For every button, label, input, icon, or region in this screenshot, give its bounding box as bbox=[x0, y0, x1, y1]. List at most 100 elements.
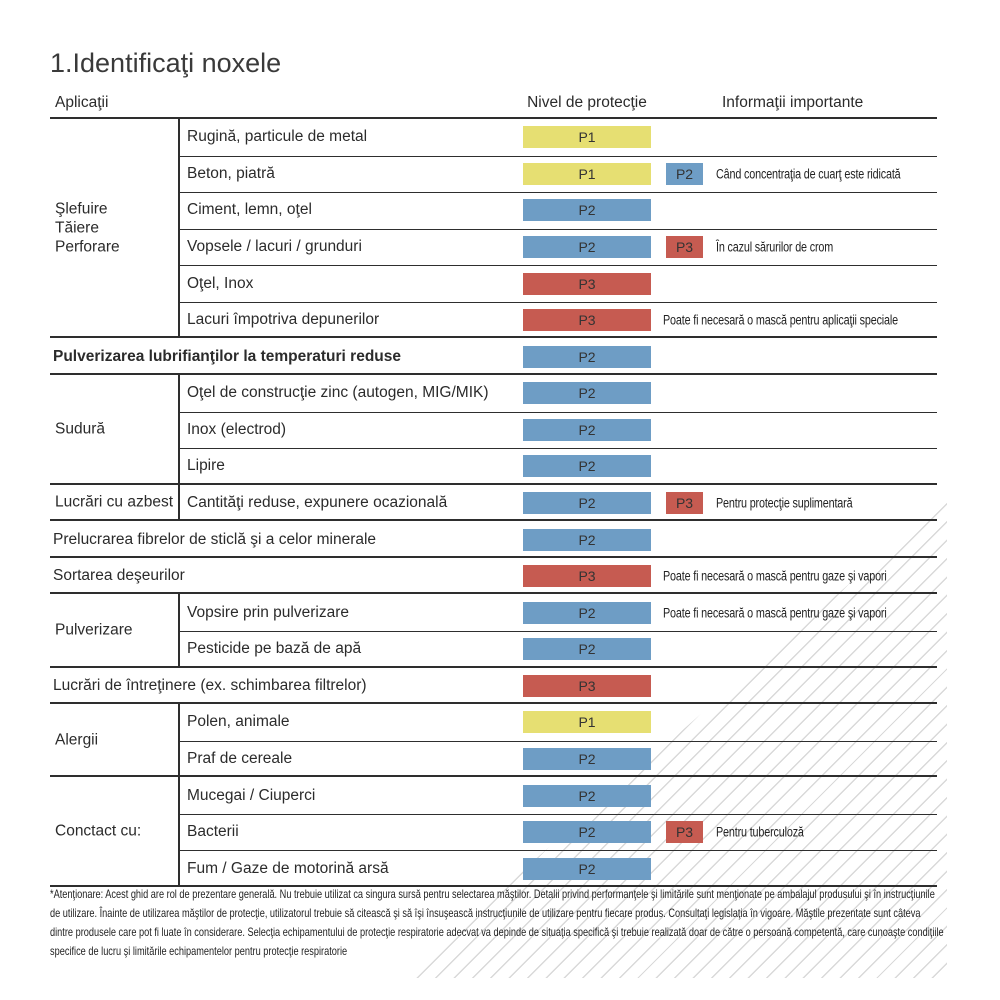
secondary-protection-badge: P2 bbox=[666, 162, 703, 185]
protection-badge: P3 bbox=[523, 272, 651, 295]
row-separator bbox=[178, 265, 937, 267]
row-label: Bacterii bbox=[187, 823, 239, 841]
column-header-applications: Aplicaţii bbox=[55, 94, 109, 111]
row-label: Mucegai / Ciuperci bbox=[187, 786, 316, 804]
row-label: Vopsire prin pulverizare bbox=[187, 603, 349, 621]
footnote-line: dintre produsele care pot fi luate în co… bbox=[50, 925, 1000, 944]
table-row: Ciment, lemn, oţel P2 bbox=[50, 192, 937, 229]
info-text: Poate fi necesară o mască pentru gaze şi… bbox=[663, 569, 943, 584]
group-label: Şlefuire Tăiere Perforare bbox=[55, 200, 120, 256]
protection-badge: P2 bbox=[523, 455, 651, 478]
row-label: Lucrări de întreţinere (ex. schimbarea f… bbox=[53, 676, 367, 694]
row-separator bbox=[178, 740, 937, 742]
footnote-text: dintre produsele care pot fi luate în co… bbox=[50, 925, 944, 939]
footnote-line: *Atenţionare: Acest ghid are rol de prez… bbox=[50, 887, 1000, 906]
row-group: Sudură Oţel de construcţie zinc (autogen,… bbox=[50, 372, 937, 483]
column-divider bbox=[178, 484, 180, 520]
protection-badge: P2 bbox=[523, 747, 651, 770]
protection-badge: P2 bbox=[523, 418, 651, 441]
info-text: Poate fi necesară o mască pentru gaze şi… bbox=[663, 605, 943, 620]
row-separator bbox=[178, 411, 937, 413]
row-label: Cantităţi reduse, expunere ocazională bbox=[187, 493, 448, 511]
group-label: Pulverizare bbox=[55, 621, 133, 639]
protection-badge: P1 bbox=[523, 162, 651, 185]
row-label: Prelucrarea fibrelor de sticlă şi a celo… bbox=[53, 530, 377, 548]
row-label: Rugină, particule de metal bbox=[187, 128, 368, 146]
info-text: Poate fi necesară o mască pentru aplicaţ… bbox=[663, 313, 957, 328]
row-label: Lacuri împotriva depunerilor bbox=[187, 311, 380, 329]
column-divider bbox=[178, 119, 180, 337]
row-separator bbox=[178, 155, 937, 157]
row-label: Inox (electrod) bbox=[187, 420, 287, 438]
protection-badge: P2 bbox=[523, 821, 651, 844]
page-title: 1.Identificaţi noxele bbox=[50, 48, 282, 78]
row-separator bbox=[178, 813, 937, 815]
protection-badge: P2 bbox=[523, 601, 651, 624]
column-divider bbox=[178, 374, 180, 483]
row-separator bbox=[178, 192, 937, 194]
info-text-content: În cazul sărurilor de crom bbox=[716, 239, 834, 255]
table-row: Polen, animale P1 bbox=[50, 704, 937, 741]
table-row: Pulverizarea lubrifianţilor la temperatu… bbox=[50, 338, 937, 375]
group-label: Conctact cu: bbox=[55, 822, 142, 840]
table-row: Cantităţi reduse, expunere ocazională P2 P… bbox=[50, 485, 937, 522]
table-row: Fum / Gaze de motorină arsă P2 bbox=[50, 850, 937, 887]
column-divider bbox=[178, 777, 180, 885]
group-label: Sudură bbox=[55, 420, 105, 438]
secondary-protection-badge: P3 bbox=[666, 491, 703, 514]
row-label: Sortarea deşeurilor bbox=[53, 567, 185, 585]
row-separator bbox=[178, 850, 937, 852]
table-row: Prelucrarea fibrelor de sticlă şi a celo… bbox=[50, 521, 937, 558]
info-text: Când concentraţia de cuarţ este ridicată bbox=[716, 166, 947, 181]
table-row: Rugină, particule de metal P1 bbox=[50, 119, 937, 156]
table-row: Oţel de construcţie zinc (autogen, MIG/M… bbox=[50, 375, 937, 412]
row-label: Lipire bbox=[187, 457, 225, 475]
column-header-important-info: Informaţii importante bbox=[722, 94, 864, 111]
protection-badge: P2 bbox=[523, 857, 651, 880]
protection-badge: P2 bbox=[523, 199, 651, 222]
table-row: Vopsele / lacuri / grunduri P2 P3 În cazul … bbox=[50, 228, 937, 266]
row-group: Prelucrarea fibrelor de sticlă şi a celo… bbox=[50, 519, 937, 556]
table-row: Praf de cereale P2 bbox=[50, 740, 937, 778]
row-separator bbox=[178, 630, 937, 632]
info-text-content: Poate fi necesară o mască pentru gaze şi… bbox=[663, 568, 887, 584]
table-row: Vopsire prin pulverizare P2 Poate fi neces… bbox=[50, 594, 937, 631]
row-label: Oţel, Inox bbox=[187, 274, 254, 292]
protection-badge: P2 bbox=[523, 345, 651, 368]
column-header-protection-level: Nivel de protecţie bbox=[527, 94, 647, 111]
secondary-protection-badge: P3 bbox=[666, 821, 703, 844]
info-text-content: Poate fi necesară o mască pentru aplicaţ… bbox=[663, 312, 898, 328]
protection-badge: P3 bbox=[523, 565, 651, 588]
footnote: *Atenţionare: Acest ghid are rol de prez… bbox=[50, 887, 1000, 963]
row-label: Polen, animale bbox=[187, 713, 290, 731]
group-label: Lucrări cu azbest bbox=[55, 493, 174, 511]
table-row: Pesticide pe bază de apă P2 bbox=[50, 630, 937, 668]
footnote-text: *Atenţionare: Acest ghid are rol de prez… bbox=[50, 887, 935, 901]
row-separator bbox=[178, 448, 937, 450]
group-label: Alergii bbox=[55, 731, 99, 749]
table-row: Mucegai / Ciuperci P2 bbox=[50, 777, 937, 814]
info-text-content: Pentru tuberculoză bbox=[716, 824, 804, 840]
row-group: Şlefuire Tăiere Perforare Rugină, particu… bbox=[50, 117, 937, 337]
column-divider bbox=[178, 594, 180, 666]
protection-badge: P2 bbox=[523, 491, 651, 514]
info-text: Pentru tuberculoză bbox=[716, 825, 826, 840]
info-text: În cazul sărurilor de crom bbox=[716, 239, 862, 254]
row-label: Fum / Gaze de motorină arsă bbox=[187, 859, 389, 877]
table-row: Inox (electrod) P2 bbox=[50, 411, 937, 449]
secondary-protection-badge: P3 bbox=[666, 235, 703, 258]
info-text-content: Poate fi necesară o mască pentru gaze şi… bbox=[663, 605, 887, 621]
footnote-line: de utilizare. Înainte de utilizarea măşt… bbox=[50, 906, 1000, 925]
row-group: Lucrări de întreţinere (ex. schimbarea f… bbox=[50, 665, 937, 703]
row-group: Alergii Polen, animale P1 Praf de cereale P2 bbox=[50, 702, 937, 778]
row-group: Pulverizarea lubrifianţilor la temperatu… bbox=[50, 336, 937, 373]
table-row: Oţel, Inox P3 bbox=[50, 265, 937, 302]
footnote-line: specifice de lucru şi limitările echipam… bbox=[50, 944, 1000, 963]
footnote-text: specifice de lucru şi limitările echipam… bbox=[50, 944, 348, 958]
protection-badge: P3 bbox=[523, 674, 651, 697]
protection-badge: P1 bbox=[523, 711, 651, 734]
protection-badge: P1 bbox=[523, 126, 651, 149]
row-label: Vopsele / lacuri / grunduri bbox=[187, 237, 362, 255]
protection-badge: P2 bbox=[523, 235, 651, 258]
